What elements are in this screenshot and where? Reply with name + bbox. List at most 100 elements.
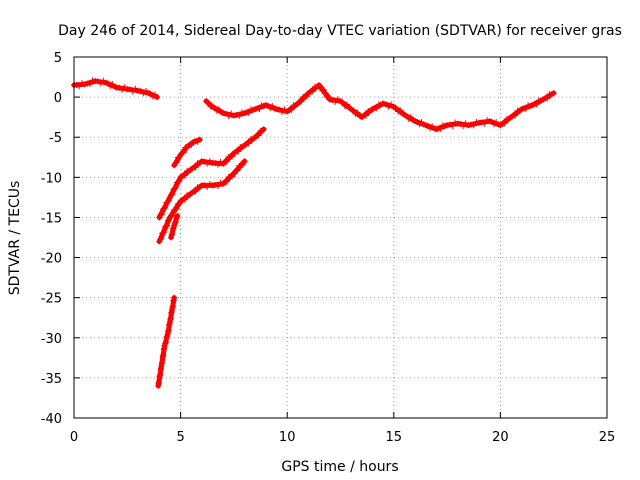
data-point — [163, 334, 170, 341]
y-tick-label: -20 — [41, 252, 62, 267]
y-tick-label: -10 — [41, 171, 62, 186]
data-point — [288, 106, 295, 113]
data-point — [473, 118, 480, 125]
data-point — [175, 178, 182, 185]
data-point — [169, 303, 176, 310]
data-point — [172, 219, 179, 226]
data-point — [129, 88, 136, 95]
data-point — [452, 119, 459, 126]
data-point — [171, 185, 178, 192]
data-point — [239, 161, 246, 168]
data-point — [322, 90, 329, 97]
y-tick-label: 5 — [54, 51, 62, 66]
data-point — [478, 119, 485, 126]
data-point — [168, 212, 175, 219]
data-point — [174, 212, 181, 219]
data-point — [229, 173, 236, 180]
data-point — [256, 106, 263, 113]
series-short-segment-a — [171, 136, 203, 169]
data-point — [172, 160, 179, 167]
axis-ticks — [73, 56, 608, 419]
data-point — [84, 80, 91, 87]
data-point — [204, 183, 211, 190]
data-point — [260, 126, 267, 133]
data-point — [181, 196, 188, 203]
data-point — [168, 232, 175, 239]
data-point — [86, 81, 93, 88]
data-point — [172, 206, 179, 213]
data-point — [214, 161, 221, 168]
x-axis-label: GPS time / hours — [281, 459, 398, 475]
data-point — [343, 101, 350, 108]
data-point — [397, 107, 404, 114]
data-point — [339, 99, 346, 106]
data-point — [481, 120, 488, 127]
data-point — [470, 122, 477, 129]
data-point — [157, 236, 164, 243]
data-point — [234, 167, 241, 174]
data-point — [484, 117, 491, 124]
y-tick-label: -40 — [41, 412, 62, 427]
series-short-segment-b — [168, 212, 181, 241]
data-point — [78, 79, 85, 86]
data-point — [158, 235, 165, 242]
data-point — [550, 90, 557, 97]
data-point — [468, 121, 475, 128]
data-point — [161, 229, 168, 236]
data-point — [173, 159, 180, 166]
data-point — [460, 122, 467, 129]
data-point — [165, 327, 172, 334]
data-point — [229, 153, 236, 160]
data-point — [134, 87, 141, 94]
data-point — [446, 121, 453, 128]
series-band — [203, 82, 557, 132]
data-point — [160, 351, 167, 358]
chart-title: Day 246 of 2014, Sidereal Day-to-day VTE… — [58, 23, 622, 39]
data-point — [162, 340, 169, 347]
data-point — [236, 112, 243, 119]
series-main-trace-early — [71, 77, 161, 101]
data-point — [380, 100, 387, 107]
data-point — [168, 192, 175, 199]
data-point — [206, 180, 213, 187]
series-rise-upper — [156, 126, 267, 221]
data-series — [71, 77, 557, 389]
data-point — [171, 294, 178, 301]
data-point — [173, 213, 180, 220]
data-point — [201, 182, 208, 189]
series-main-trace-late — [203, 82, 557, 133]
data-point — [181, 172, 188, 179]
data-point — [176, 178, 183, 185]
data-point — [303, 93, 310, 100]
data-point — [317, 84, 324, 91]
data-point — [241, 158, 248, 165]
data-point — [325, 92, 332, 99]
data-point — [192, 164, 199, 171]
data-point — [188, 142, 195, 149]
data-point — [76, 83, 83, 90]
data-point — [223, 158, 230, 165]
data-point — [172, 184, 179, 191]
data-point — [245, 110, 252, 117]
x-tick-label: 15 — [386, 430, 403, 445]
data-point — [167, 315, 174, 322]
data-point — [192, 188, 199, 195]
data-point — [174, 200, 181, 207]
data-point — [501, 120, 508, 127]
data-point — [89, 77, 96, 84]
series-steep-segment — [155, 294, 178, 389]
data-point — [217, 179, 224, 186]
data-point — [73, 81, 80, 88]
y-tick-label: -25 — [41, 292, 62, 307]
data-point — [165, 198, 172, 205]
data-point — [158, 211, 165, 218]
data-point — [164, 198, 171, 205]
data-point — [245, 140, 252, 147]
data-point — [162, 339, 169, 346]
data-point — [81, 81, 88, 88]
data-point — [522, 106, 529, 113]
series-rise-lower — [156, 158, 248, 245]
data-point — [512, 112, 519, 119]
